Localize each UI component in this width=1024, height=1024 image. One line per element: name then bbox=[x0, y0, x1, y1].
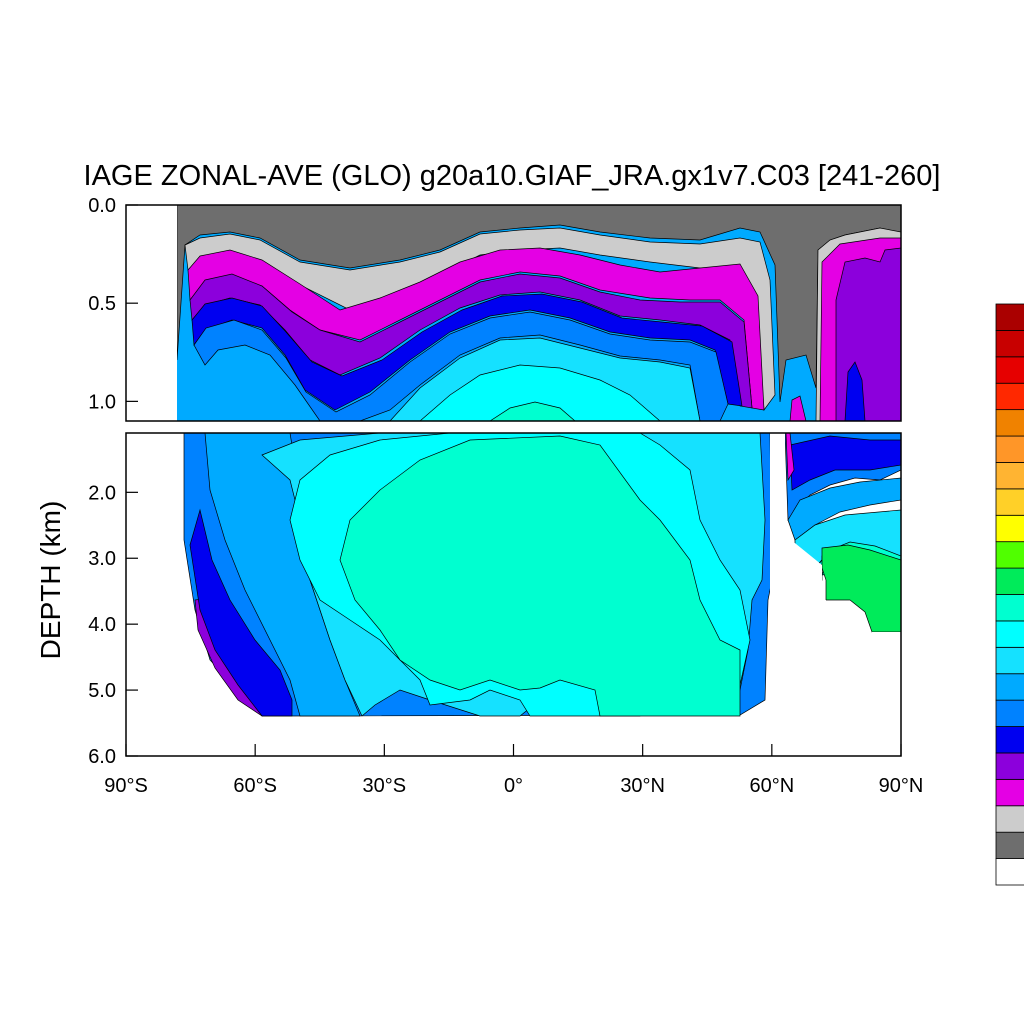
colorbar-swatch bbox=[995, 699, 1024, 727]
upper-frame bbox=[125, 204, 902, 422]
x-tick-label: 30°N bbox=[620, 775, 665, 797]
x-tick-label: 60°S bbox=[233, 775, 277, 797]
colorbar-swatch bbox=[995, 594, 1024, 622]
colorbar-swatch bbox=[995, 858, 1024, 886]
colorbar-swatch bbox=[995, 303, 1024, 331]
colorbar-swatch bbox=[995, 409, 1024, 437]
colorbar-swatch bbox=[995, 646, 1024, 675]
lower-panel bbox=[125, 432, 902, 757]
colorbar-swatch bbox=[995, 567, 1024, 595]
lower-arctic-green bbox=[821, 544, 901, 633]
upper-band-cyan bbox=[419, 364, 661, 421]
colorbar bbox=[995, 303, 1024, 886]
colorbar-swatch bbox=[995, 752, 1024, 780]
y-tick-label: 0.5 bbox=[88, 293, 116, 315]
lower-arctic-cutout bbox=[785, 535, 826, 756]
colorbar-swatch bbox=[995, 620, 1024, 648]
colorbar-swatch bbox=[995, 462, 1024, 490]
y-tick-label: 1.0 bbox=[88, 391, 116, 413]
colorbar-swatch bbox=[995, 726, 1024, 754]
upper-band-aqua bbox=[489, 401, 576, 421]
colorbar-swatch bbox=[995, 673, 1024, 701]
upper-panel bbox=[125, 204, 902, 422]
y-ticks-upper: 0.0 0.5 1.0 bbox=[88, 195, 138, 413]
x-tick-label: 90°N bbox=[879, 775, 924, 797]
upper-band-grey-light bbox=[184, 227, 776, 411]
colorbar-swatch bbox=[995, 831, 1024, 859]
lower-arctic-blue bbox=[789, 435, 901, 491]
colorbar-swatch bbox=[995, 356, 1024, 384]
y-tick-label: 4.0 bbox=[88, 614, 116, 636]
upper-land-left bbox=[126, 205, 177, 421]
upper-band-mid-blue bbox=[193, 311, 729, 421]
lower-band-aqua bbox=[339, 435, 741, 717]
colorbar-swatch bbox=[995, 382, 1024, 411]
colorbar-swatch bbox=[995, 541, 1024, 569]
x-tick-label: 90°S bbox=[104, 775, 148, 797]
y-ticks-lower: 2.0 3.0 4.0 5.0 6.0 bbox=[88, 482, 138, 768]
lower-band-blue bbox=[189, 508, 293, 717]
upper-arctic-pocket bbox=[789, 395, 807, 421]
lower-arctic-cutout-right bbox=[872, 632, 901, 756]
colorbar-swatch bbox=[995, 514, 1024, 543]
chart-title: IAGE ZONAL-AVE (GLO) g20a10.GIAF_JRA.gx1… bbox=[84, 160, 941, 192]
y-tick-label: 0.0 bbox=[88, 195, 116, 217]
y-axis-title: DEPTH (km) bbox=[35, 501, 66, 660]
y-tick-label: 3.0 bbox=[88, 548, 116, 570]
y-tick-label: 6.0 bbox=[88, 746, 116, 768]
colorbar-swatch bbox=[995, 435, 1024, 463]
upper-arctic-purple bbox=[835, 247, 901, 421]
lower-arctic-magenta bbox=[785, 433, 795, 482]
y-tick-label: 2.0 bbox=[88, 482, 116, 504]
colorbar-swatch bbox=[995, 778, 1024, 807]
colorbar-swatch bbox=[995, 488, 1024, 516]
upper-arctic-blue bbox=[844, 361, 866, 421]
colorbar-swatch bbox=[995, 330, 1024, 358]
colorbar-swatch bbox=[995, 805, 1024, 833]
x-tick-label: 0° bbox=[504, 775, 523, 797]
y-tick-label: 5.0 bbox=[88, 680, 116, 702]
x-ticks: 90°S 60°S 30°S 0° 30°N 60°N 90°N bbox=[104, 744, 923, 797]
x-tick-label: 60°N bbox=[749, 775, 794, 797]
x-tick-label: 30°S bbox=[363, 775, 407, 797]
lower-land-arctic-ridge bbox=[770, 433, 785, 756]
